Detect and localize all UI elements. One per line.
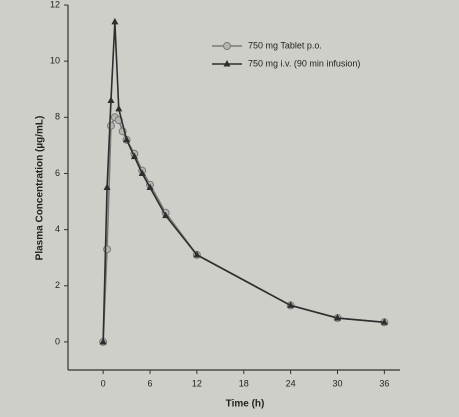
data-point: [103, 183, 111, 190]
x-tick-label: 18: [239, 378, 249, 388]
legend-marker: [223, 60, 231, 67]
data-point: [111, 17, 119, 25]
x-tick-label: 12: [192, 378, 202, 388]
x-tick-label: 36: [379, 378, 389, 388]
data-point: [106, 121, 115, 130]
x-tick-label: 0: [101, 378, 106, 388]
y-tick-label: 4: [55, 224, 60, 234]
x-axis-title: Time (h): [226, 399, 265, 410]
y-tick-label: 8: [55, 112, 60, 122]
legend-marker: [223, 42, 231, 50]
data-point: [103, 245, 112, 254]
legend-label: 750 mg Tablet p.o.: [248, 40, 322, 50]
data-point: [107, 96, 115, 103]
y-tick-label: 2: [55, 280, 60, 290]
series-line: [102, 116, 385, 342]
data-point: [334, 314, 342, 321]
x-tick-label: 6: [148, 378, 153, 388]
series-line: [102, 21, 385, 342]
data-point: [138, 169, 146, 176]
data-point: [115, 104, 123, 112]
data-point: [146, 183, 154, 190]
x-tick-label: 30: [332, 378, 342, 388]
data-point: [123, 135, 131, 143]
data-point: [99, 337, 107, 345]
data-point: [193, 250, 201, 258]
y-tick-label: 0: [55, 336, 60, 346]
data-point: [162, 211, 170, 219]
y-tick-label: 12: [50, 0, 60, 9]
y-tick-label: 10: [50, 56, 60, 66]
data-point: [130, 152, 138, 160]
legend-label: 750 mg i.v. (90 min infusion): [248, 58, 360, 68]
data-point: [287, 301, 295, 308]
y-tick-label: 6: [55, 168, 60, 178]
data-point: [380, 318, 388, 325]
y-axis-title: Plasma Concentration (µg/mL): [35, 116, 46, 261]
x-tick-label: 24: [286, 378, 296, 388]
